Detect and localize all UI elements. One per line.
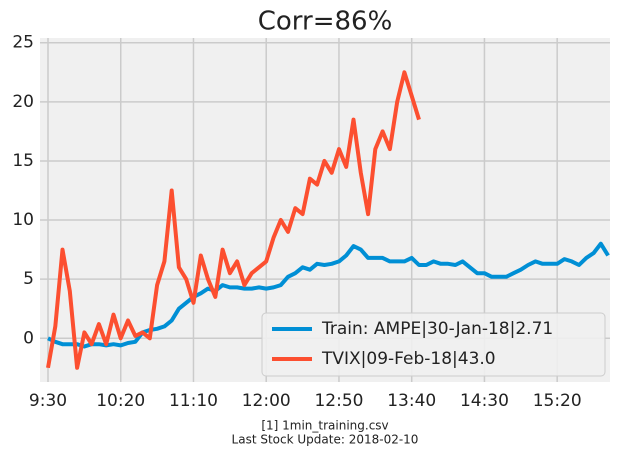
x-tick-label: 12:00 — [242, 391, 291, 411]
legend-box — [261, 312, 606, 377]
x-tick-label: 14:30 — [460, 391, 509, 411]
series-line — [46, 70, 421, 370]
y-tick-label: 5 — [23, 269, 34, 289]
legend-label: Train: AMPE|30-Jan-18|2.71 — [321, 319, 553, 339]
y-tick-label: 10 — [12, 210, 34, 230]
x-tick-label: 10:20 — [96, 391, 145, 411]
footer-line: Last Stock Update: 2018-02-10 — [232, 433, 419, 447]
x-tick-label: 12:50 — [314, 391, 363, 411]
y-tick-label: 20 — [12, 92, 34, 112]
y-tick-label: 0 — [23, 328, 34, 348]
y-tick-label: 25 — [12, 33, 34, 53]
chart-title: Corr=86% — [258, 7, 393, 37]
x-tick-label: 9:30 — [29, 391, 67, 411]
y-tick-label: 15 — [12, 151, 34, 171]
x-tick-label: 15:20 — [533, 391, 582, 411]
x-tick-label: 13:40 — [387, 391, 436, 411]
footer-line: [1] 1min_training.csv — [261, 419, 388, 433]
x-tick-label: 11:10 — [169, 391, 218, 411]
legend-label: TVIX|09-Feb-18|43.0 — [321, 349, 496, 369]
